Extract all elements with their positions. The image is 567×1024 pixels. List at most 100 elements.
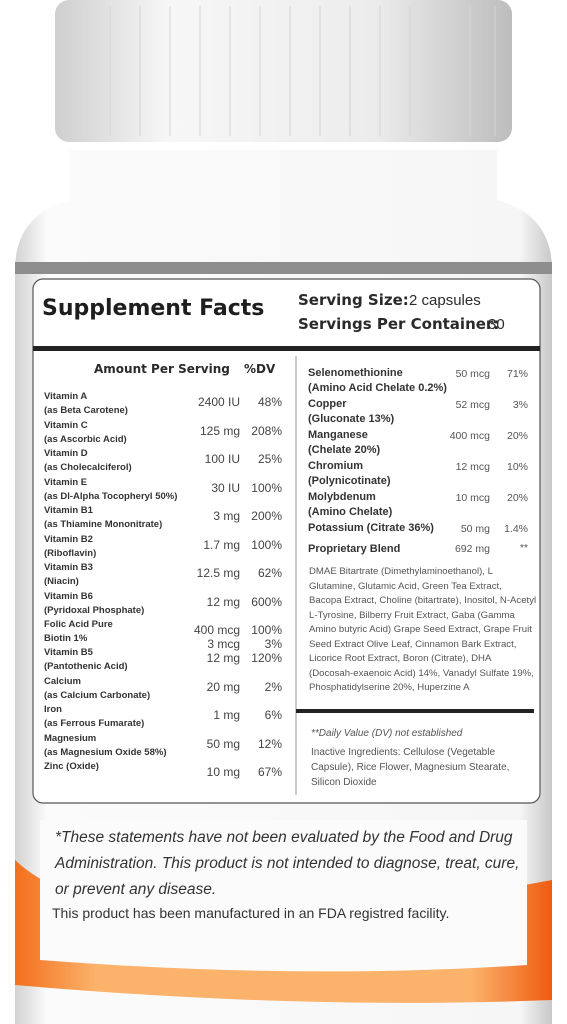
nutrient-dv: 62% xyxy=(257,566,282,580)
facility-note: This product has been manufactured in an… xyxy=(52,905,450,921)
nutrient-dv: 67% xyxy=(257,765,282,779)
nutrient-amount: 3 mcg xyxy=(207,637,240,651)
nutrient-dv: 12% xyxy=(257,736,282,751)
nutrient-amount: 50 mcg xyxy=(455,368,490,380)
nutrient-dv: 1.4% xyxy=(504,523,528,535)
blend-bar xyxy=(296,709,534,713)
header-bar xyxy=(33,346,540,351)
nutrient-amount: 125 mg xyxy=(199,423,240,438)
nutrient-detail: (Pantothenic Acid) xyxy=(44,661,128,672)
nutrient-name: Vitamin D xyxy=(44,448,88,459)
nutrient-amount: 50 mg xyxy=(460,523,490,535)
nutrient-dv: 20% xyxy=(506,430,528,442)
amount-header: Amount Per Serving xyxy=(94,362,230,376)
nutrient-amount: 20 mg xyxy=(206,679,240,694)
nutrient-dv: 10% xyxy=(506,461,528,473)
blend-dv: ** xyxy=(519,542,528,554)
nutrient-amount: 50 mg xyxy=(206,736,240,751)
nutrient-dv: 100% xyxy=(251,480,282,495)
nutrient-detail: (Gluconate 13%) xyxy=(308,413,395,425)
nutrient-dv: 3% xyxy=(512,399,528,411)
dv-footnote: **Daily Value (DV) not established xyxy=(311,728,463,739)
nutrient-name: Zinc (Oxide) xyxy=(44,761,99,772)
blend-amount: 692 mg xyxy=(454,543,490,555)
nutrient-amount: 30 IU xyxy=(211,480,240,495)
nutrient-amount: 1.7 mg xyxy=(203,537,240,552)
nutrient-name: Calcium xyxy=(44,675,81,687)
dv-header: %DV xyxy=(244,362,276,376)
nutrient-amount: 400 mcg xyxy=(193,623,240,637)
serving-size-label: Serving Size: xyxy=(298,291,409,309)
nutrient-amount: 100 IU xyxy=(204,452,240,466)
nutrient-name: Manganese xyxy=(308,429,368,441)
nutrient-dv: 48% xyxy=(257,395,282,409)
nutrient-name: Biotin 1% xyxy=(44,633,88,644)
nutrient-name: Vitamin B5 xyxy=(44,647,93,658)
nutrient-dv: 600% xyxy=(251,594,282,609)
nutrient-dv: 2% xyxy=(264,679,282,694)
label-area xyxy=(40,820,527,972)
nutrient-dv: 20% xyxy=(506,492,528,504)
nutrient-amount: 1 mg xyxy=(213,708,240,722)
inactive-ingredients: Inactive Ingredients: Cellulose (Vegetab… xyxy=(311,747,510,788)
nutrient-name: Vitamin A xyxy=(44,391,88,402)
disclaimer: *These statements have not been evaluate… xyxy=(55,829,520,898)
nutrient-detail: (as Dl-Alpha Tocopheryl 50%) xyxy=(44,490,178,502)
nutrient-name: Iron xyxy=(44,704,62,715)
gray-band xyxy=(15,262,552,274)
serving-size-value: 2 capsules xyxy=(409,292,481,309)
nutrient-detail: (Amino Acid Chelate 0.2%) xyxy=(308,382,447,394)
nutrient-name: Vitamin B2 xyxy=(44,533,93,545)
nutrient-dv: 6% xyxy=(264,708,282,722)
nutrient-amount: 12 mcg xyxy=(455,461,490,473)
nutrient-amount: 2400 IU xyxy=(197,395,240,409)
nutrient-amount: 12 mg xyxy=(206,651,240,665)
nutrient-name: Vitamin C xyxy=(44,419,88,431)
blend-name: Proprietary Blend xyxy=(308,543,401,555)
nutrient-dv: 208% xyxy=(251,423,282,438)
nutrient-dv: 100% xyxy=(251,623,282,637)
nutrient-detail: (Pyridoxal Phosphate) xyxy=(44,604,145,616)
nutrient-name: Selenomethionine xyxy=(308,367,403,379)
nutrient-name: Vitamin B3 xyxy=(44,562,93,573)
cap-ribs xyxy=(79,6,496,136)
nutrient-detail: (Amino Chelate) xyxy=(308,506,393,518)
nutrient-amount: 12.5 mg xyxy=(196,566,240,580)
facts-box xyxy=(32,278,541,804)
nutrient-amount: 12 mg xyxy=(206,594,240,609)
nutrient-dv: 120% xyxy=(251,651,282,665)
nutrient-detail: (as Ferrous Fumarate) xyxy=(44,718,145,729)
nutrient-detail: (as Magnesium Oxide 58%) xyxy=(44,746,167,758)
nutrient-name: Molybdenum xyxy=(308,491,376,503)
nutrient-amount: 10 mg xyxy=(206,765,240,779)
nutrient-detail: (as Ascorbic Acid) xyxy=(44,433,127,445)
nutrient-dv: 25% xyxy=(257,452,282,466)
nutrient-amount: 3 mg xyxy=(213,509,240,523)
nutrient-name: Copper xyxy=(308,398,347,410)
nutrient-dv: 71% xyxy=(506,368,528,380)
nutrient-detail: (as Thiamine Mononitrate) xyxy=(44,519,163,530)
nutrient-name: Vitamin E xyxy=(44,476,88,488)
nutrient-name: Potassium (Citrate 36%) xyxy=(308,522,434,534)
servings-value: 30 xyxy=(488,316,505,333)
nutrient-name: Vitamin B6 xyxy=(44,590,93,602)
servings-label: Servings Per Container: xyxy=(298,315,500,333)
nutrient-dv: 3% xyxy=(264,637,282,651)
nutrient-detail: (as Calcium Carbonate) xyxy=(44,689,151,701)
facts-title: Supplement Facts xyxy=(42,296,265,321)
nutrient-detail: (as Cholecalciferol) xyxy=(44,462,132,473)
nutrient-name: Vitamin B1 xyxy=(44,505,93,516)
nutrient-dv: 100% xyxy=(251,537,282,552)
nutrient-name: Chromium xyxy=(308,460,363,472)
nutrient-dv: 200% xyxy=(251,509,282,523)
nutrient-name: Folic Acid Pure xyxy=(44,619,113,630)
nutrient-detail: (Chelate 20%) xyxy=(308,444,381,456)
nutrient-detail: (Polynicotinate) xyxy=(308,475,391,487)
nutrient-detail: (Niacin) xyxy=(44,576,79,587)
nutrient-amount: 52 mcg xyxy=(455,399,490,411)
nutrient-detail: (Riboflavin) xyxy=(44,547,97,559)
nutrient-amount: 10 mcg xyxy=(455,492,490,504)
blend-ingredients: DMAE Bitartrate (Dimethylaminoethanol), … xyxy=(309,566,537,693)
